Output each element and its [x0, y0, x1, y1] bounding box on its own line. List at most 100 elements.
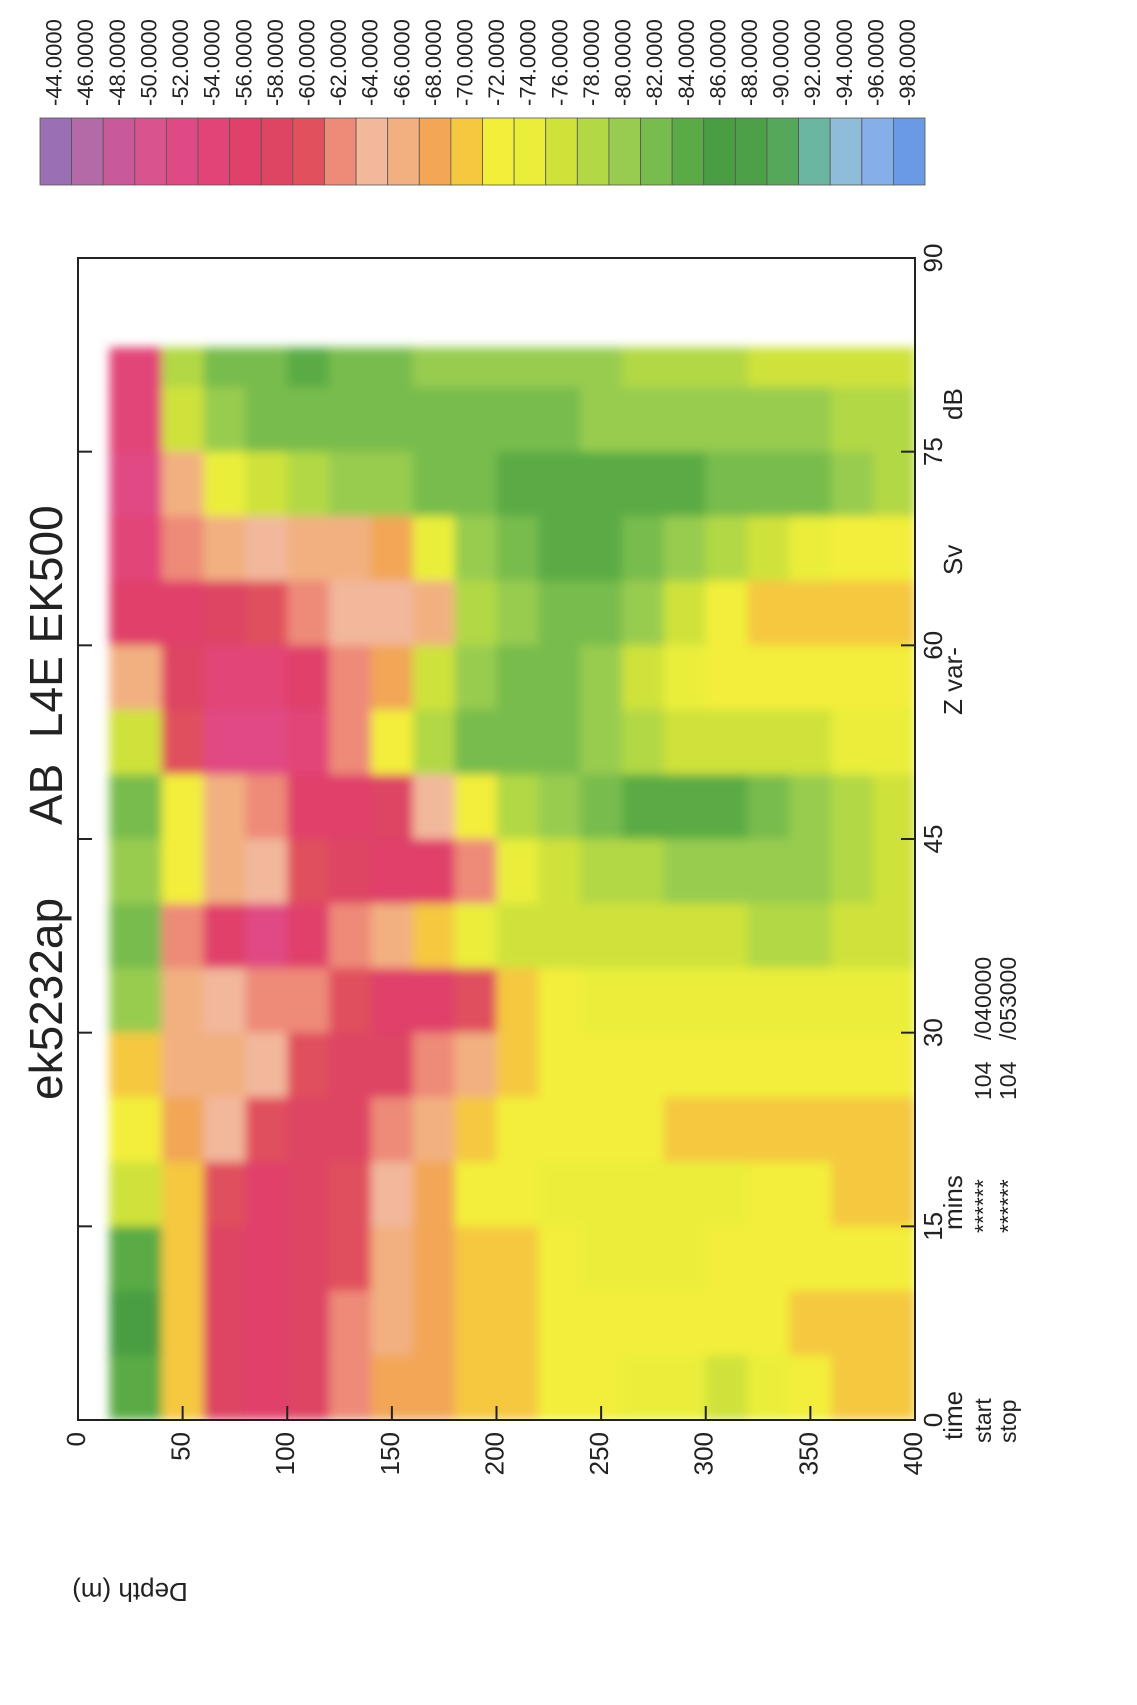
colorbar-swatch: [482, 117, 515, 186]
heatmap-cell: [622, 837, 665, 904]
heatmap-cell: [789, 1289, 833, 1356]
heatmap-cell: [245, 902, 289, 969]
heatmap-cell: [538, 386, 582, 452]
heatmap-cell: [705, 515, 749, 581]
heatmap-cell: [580, 1289, 624, 1356]
heatmap-cell: [245, 1096, 289, 1162]
heatmap-cell: [245, 450, 289, 517]
colorbar-swatch: [324, 117, 357, 186]
heatmap-cell: [329, 708, 372, 775]
colorbar-swatch: [355, 117, 389, 186]
heatmap-cell: [705, 773, 749, 839]
heatmap-cell: [245, 1225, 289, 1291]
axis-footer-text: mins: [938, 1175, 968, 1230]
heatmap-cell: [622, 1031, 665, 1098]
colorbar-swatch: [134, 117, 167, 186]
heatmap-cell: [370, 1354, 414, 1420]
heatmap-cell: [454, 708, 498, 775]
x-tick-label: 15: [918, 1212, 948, 1241]
heatmap-cell: [705, 837, 749, 904]
colorbar-label: -70.0000: [453, 19, 478, 106]
y-tick-label: 100: [270, 1432, 300, 1475]
heatmap-cell: [705, 1225, 749, 1291]
colorbar-swatch: [892, 117, 926, 186]
heatmap-cell: [329, 515, 372, 581]
heatmap-cell: [412, 579, 456, 646]
heatmap-cell: [873, 1289, 915, 1356]
heatmap-cell: [831, 1096, 875, 1162]
colorbar-swatch: [766, 117, 799, 186]
heatmap-cell: [370, 902, 414, 969]
heatmap-cell: [831, 515, 875, 581]
heatmap-cell: [245, 1354, 289, 1420]
heatmap-cell: [161, 450, 205, 517]
heatmap-cell: [109, 1031, 163, 1098]
heatmap-cell: [454, 773, 498, 839]
heatmap-cell: [161, 1096, 205, 1162]
heatmap-cell: [831, 902, 875, 969]
heatmap-cell: [109, 515, 163, 581]
y-axis-label: Depth (m): [72, 1577, 188, 1607]
heatmap-cell: [580, 837, 624, 904]
heatmap-cell: [873, 579, 915, 646]
heatmap-cell: [245, 579, 289, 646]
heatmap-cell: [454, 450, 498, 517]
heatmap-cell: [496, 579, 540, 646]
heatmap-cell: [663, 902, 707, 969]
heatmap-cell: [831, 708, 875, 775]
heatmap-cell: [873, 902, 915, 969]
heatmap-cell: [329, 644, 372, 710]
heatmap-cell: [454, 579, 498, 646]
heatmap-cell: [287, 1289, 331, 1356]
start-row-text: ******: [970, 1179, 996, 1233]
heatmap-cell: [329, 902, 372, 969]
heatmap-cell: [831, 347, 875, 388]
heatmap-cell: [622, 1160, 665, 1227]
heatmap-cell: [747, 515, 791, 581]
heatmap-cell: [705, 644, 749, 710]
heatmap-cell: [496, 1354, 540, 1420]
heatmap-cell: [454, 515, 498, 581]
heatmap-cell: [370, 644, 414, 710]
heatmap-cell: [663, 644, 707, 710]
heatmap-cell: [705, 1354, 749, 1420]
heatmap-cell: [161, 347, 205, 388]
heatmap-cell: [161, 1225, 205, 1291]
colorbar-swatch: [450, 117, 483, 186]
colorbar-label: -56.0000: [231, 19, 256, 106]
heatmap-cell: [580, 386, 624, 452]
heatmap-cell: [329, 967, 372, 1033]
heatmap-cell: [538, 579, 582, 646]
heatmap-cell: [663, 386, 707, 452]
heatmap-cell: [412, 1160, 456, 1227]
heatmap-cell: [789, 347, 833, 388]
colorbar-swatch: [671, 117, 705, 186]
stop-row-text: 104: [995, 1061, 1021, 1100]
heatmap-cell: [412, 450, 456, 517]
heatmap-cell: [412, 967, 456, 1033]
heatmap-cell: [747, 1225, 791, 1291]
heatmap-cell: [622, 1289, 665, 1356]
heatmap-cell: [329, 1354, 372, 1420]
heatmap-cell: [454, 1096, 498, 1162]
heatmap-cell: [109, 773, 163, 839]
x-tick-label: 90: [918, 244, 948, 273]
colorbar-label: -98.0000: [895, 19, 920, 106]
stop-row-text: stop: [995, 1400, 1021, 1443]
heatmap-cell: [412, 902, 456, 969]
heatmap-cell: [538, 1354, 582, 1420]
colorbar-label: -64.0000: [358, 19, 383, 106]
heatmap-cell: [370, 579, 414, 646]
heatmap-cell: [161, 1031, 205, 1098]
heatmap-cell: [789, 644, 833, 710]
heatmap-cell: [496, 1096, 540, 1162]
heatmap-cell: [203, 1289, 247, 1356]
heatmap-cell: [412, 347, 456, 388]
heatmap-cell: [538, 837, 582, 904]
heatmap-cell: [161, 967, 205, 1033]
heatmap-cell: [329, 347, 372, 388]
heatmap-cell: [622, 773, 665, 839]
heatmap-cell: [705, 1160, 749, 1227]
heatmap-cell: [831, 450, 875, 517]
